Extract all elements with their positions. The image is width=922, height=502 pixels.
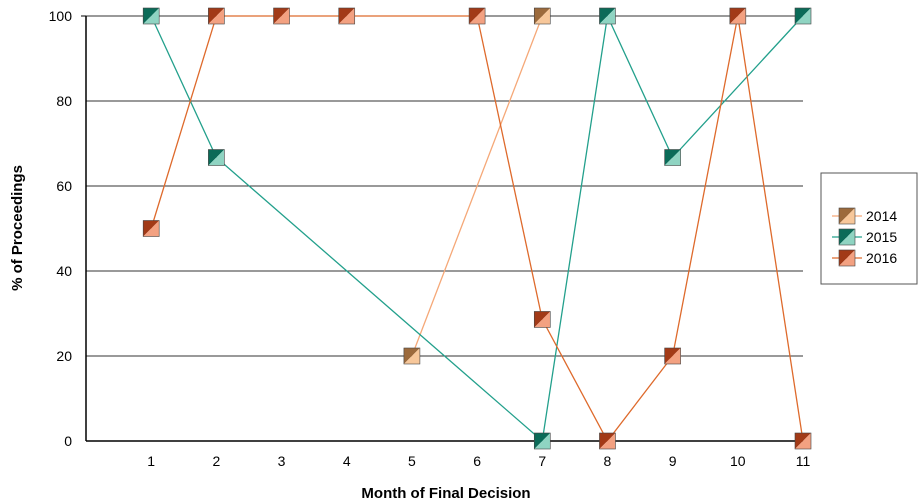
y-axis-title: % of Proceedings [9,165,26,291]
series-line [150,13,804,443]
x-axis-title: Month of Final Decision [361,485,530,502]
series-line [150,15,804,443]
legend-label: 2014 [866,208,897,224]
series-lines [150,13,804,443]
x-tick-label: 9 [669,453,677,469]
data-point [142,7,160,25]
data-point [208,7,225,25]
data-point [468,7,486,25]
y-tick-label: 80 [56,93,72,109]
data-point [403,347,421,365]
data-point [533,7,551,25]
x-tick-label: 1 [147,453,155,469]
data-point [599,432,616,450]
x-tick-label: 4 [343,453,351,469]
series-markers [142,7,812,450]
series-line [411,15,543,357]
x-tick-label: 8 [604,453,612,469]
y-tick-label: 100 [49,8,73,24]
legend-label: 2015 [866,229,897,245]
x-tick-label: 10 [730,453,746,469]
data-point [794,432,812,450]
x-tick-label: 3 [278,453,286,469]
legend-marker [838,207,856,225]
data-point [273,7,290,25]
data-point [533,311,551,328]
gridlines [86,15,803,357]
x-tick-label: 5 [408,453,416,469]
x-tick-label: 6 [473,453,481,469]
y-tick-label: 0 [64,433,72,449]
x-tick-label: 11 [796,453,811,469]
x-tick-label: 7 [538,453,546,469]
data-point [794,7,812,25]
tick-labels: 0 20 40 60 80 100 1 2 3 4 5 6 7 8 9 10 11 [49,8,811,469]
legend-marker [838,228,856,246]
data-point [338,7,356,25]
data-point [142,220,160,237]
legend: 2014 2015 2016 [820,172,918,285]
y-tick-label: 60 [56,178,72,194]
legend-box [820,172,918,285]
data-point [664,149,681,166]
y-tick-label: 40 [56,263,72,279]
legend-marker [838,249,856,267]
y-tick-label: 20 [56,348,72,364]
axes [81,15,803,442]
legend-label: 2016 [866,250,897,266]
data-point [664,347,681,365]
x-tick-label: 2 [212,453,220,469]
data-point [599,7,616,25]
data-point [729,7,747,25]
data-point [208,149,225,166]
data-point [533,432,551,450]
